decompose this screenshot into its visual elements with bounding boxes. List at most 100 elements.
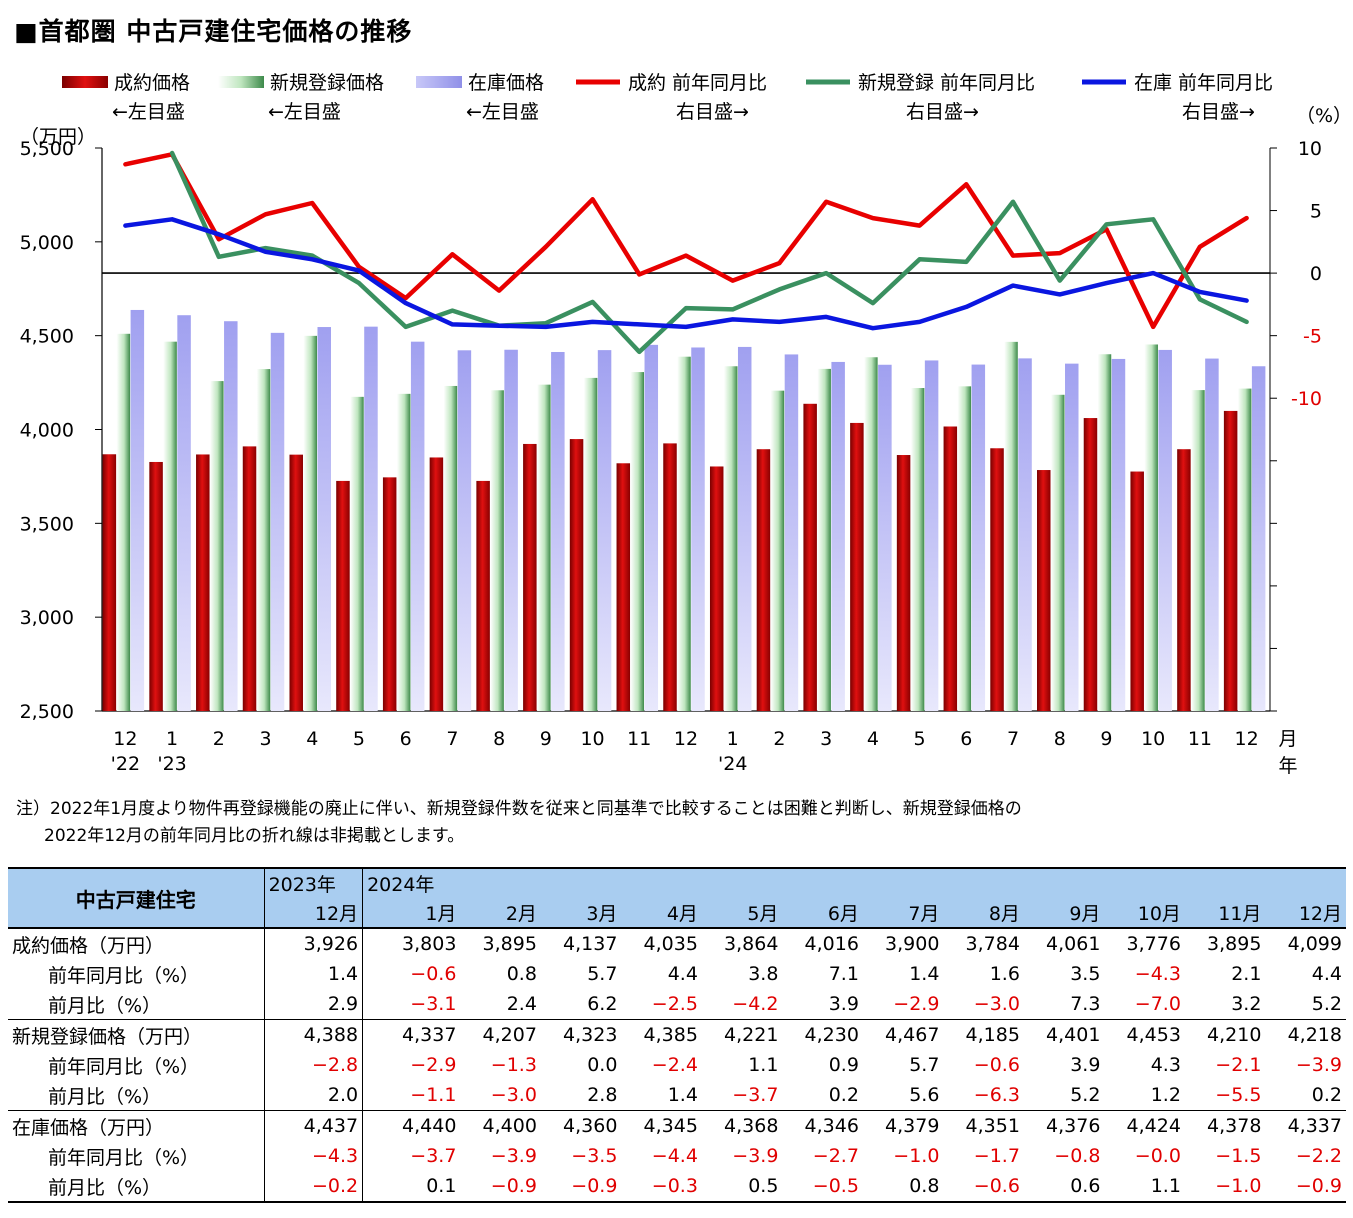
table-row: 成約価格（万円） 3,926 3,803 3,895 4,137 4,035 3,864 4,… (8, 927, 1346, 959)
left-tick-label: 3,000 (20, 607, 74, 629)
legend-sublabel: 右目盛→ (906, 101, 979, 123)
table-cell: 3,784 (943, 927, 1024, 959)
table-cell: −0.0 (1134, 1145, 1181, 1167)
line-inventory-yoy (123, 217, 1249, 331)
bar-contract (289, 454, 303, 711)
table-cell: 4,337 (1265, 1110, 1346, 1141)
bar-contract (1083, 418, 1098, 711)
table-cell: 4,376 (1023, 1110, 1105, 1141)
table-cell: 0.1 (362, 1171, 461, 1203)
table-cell: 3.5 (1070, 963, 1101, 985)
bar-inventory (130, 309, 145, 711)
table-row: 新規登録価格（万円） 4,388 4,337 4,207 4,323 4,385 4,221… (8, 1019, 1346, 1050)
table-cell: 5.6 (909, 1084, 940, 1106)
table-cell: −1.0 (893, 1145, 940, 1167)
table-cell: 3.9 (828, 993, 859, 1015)
bar-inventory (1158, 349, 1172, 711)
x-tick-label: 10 (580, 728, 604, 750)
table-cell: 4,424 (1104, 1110, 1185, 1141)
left-tick-label: 4,500 (20, 326, 74, 348)
left-tick-label: 5,000 (20, 232, 74, 254)
table-cell: 3.2 (1231, 993, 1262, 1015)
legend-label: 在庫価格 (468, 72, 544, 94)
x-tick-label: 4 (306, 728, 318, 750)
bar-new-listing (677, 356, 691, 711)
table-cell: −6.3 (973, 1084, 1020, 1106)
table-cell: 3,776 (1104, 927, 1185, 959)
right-axis-unit: （%） (1296, 105, 1352, 127)
table-cell: 2.4 (506, 993, 537, 1015)
x-tick-label: 7 (446, 728, 458, 750)
year-cell (1265, 867, 1346, 898)
table-cell: 2.0 (264, 1080, 364, 1111)
bar-inventory (224, 321, 238, 711)
x-tick-label: 4 (867, 728, 879, 750)
year-cell (621, 867, 702, 898)
x-year-label: '24 (718, 753, 747, 775)
table-cell: 4,437 (264, 1110, 364, 1141)
table-cell: 4,440 (362, 1110, 461, 1141)
bar-series-group (102, 309, 1266, 711)
bar-contract (242, 446, 257, 711)
x-unit-year: 年 (1278, 755, 1297, 777)
right-tick-label: -5 (1303, 326, 1322, 348)
table-cell: 4,137 (540, 927, 622, 959)
table-cell: 4,388 (264, 1019, 364, 1050)
bar-contract (1223, 410, 1238, 711)
legend-label: 成約価格 (114, 72, 190, 94)
bar-contract (756, 449, 771, 711)
table-cell: 1.4 (909, 963, 940, 985)
left-tick-label: 3,500 (20, 513, 74, 535)
table-cell: 4,401 (1023, 1019, 1105, 1050)
right-tick-label: 10 (1298, 138, 1322, 160)
table-cell: 3.9 (1070, 1054, 1101, 1076)
table-cell: 4,453 (1104, 1019, 1185, 1050)
x-tick-label: 3 (820, 728, 832, 750)
x-tick-label: 1 (166, 728, 178, 750)
table-cell: 4,221 (701, 1019, 783, 1050)
table-cell: 0.6 (1023, 1171, 1105, 1203)
table-cell: −2.9 (410, 1054, 457, 1076)
x-tick-label: 2 (773, 728, 785, 750)
year-cell (1023, 867, 1105, 898)
table-row: 前年同月比（%） 1.4 −0.6 0.8 5.7 4.4 3.8 7.1 1.4 1.6 3.5−… (8, 959, 1346, 989)
bar-inventory (1111, 358, 1126, 711)
bar-contract (850, 422, 864, 711)
bar-new-listing (583, 377, 598, 711)
bar-inventory (270, 332, 285, 711)
table-cell: 1.1 (748, 1054, 779, 1076)
month-header-cell: 12月 (1265, 898, 1346, 929)
bar-inventory (644, 344, 659, 711)
table-cell: 4,337 (362, 1019, 461, 1050)
month-header-cell: 1月 (362, 898, 461, 929)
table-cell: 3,864 (701, 927, 783, 959)
table-cell: 1.2 (1150, 1084, 1181, 1106)
month-header-cell: 3月 (540, 898, 622, 929)
table-cell: 4,185 (943, 1019, 1024, 1050)
year-cell: 2024年 (362, 867, 461, 898)
table-cell: −2.1 (1215, 1054, 1262, 1076)
row-label: 前年同月比（%） (8, 1141, 265, 1171)
table-cell: 4,351 (943, 1110, 1024, 1141)
bar-contract (382, 477, 397, 711)
month-header-cell: 9月 (1023, 898, 1105, 929)
table-cell: −0.9 (460, 1171, 541, 1203)
line-new-listing-yoy (169, 150, 1249, 355)
table-year-row: 中古戸建住宅 2023年 2024年 (8, 867, 1346, 929)
year-cell (943, 867, 1024, 898)
row-label: 前年同月比（%） (8, 959, 265, 989)
table-cell: 7.1 (828, 963, 859, 985)
table-cell: −7.0 (1134, 993, 1181, 1015)
table-cell: 4,218 (1265, 1019, 1346, 1050)
bar-new-listing (443, 385, 458, 711)
month-header-cell: 8月 (943, 898, 1024, 929)
bar-inventory (1018, 358, 1032, 711)
table-cell: 4,368 (701, 1110, 783, 1141)
x-tick-label: 12 (674, 728, 698, 750)
table-cell: 5.7 (587, 963, 618, 985)
table-header-label: 中古戸建住宅 (8, 867, 265, 929)
table-cell: 1.4 (264, 959, 364, 989)
row-label: 在庫価格（万円） (8, 1110, 265, 1141)
